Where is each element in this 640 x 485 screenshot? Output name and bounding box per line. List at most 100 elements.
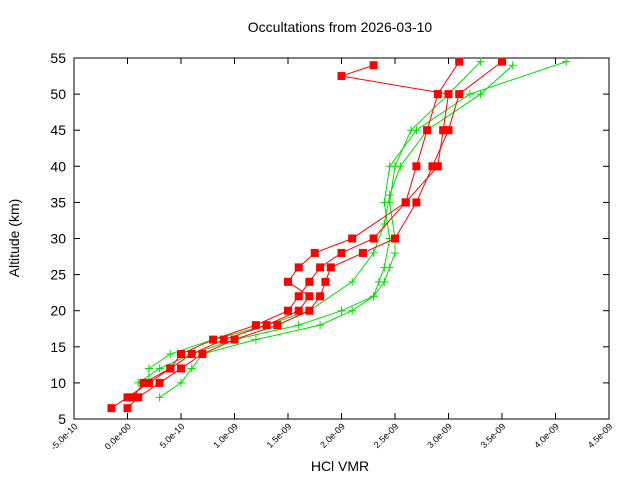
square-marker — [209, 335, 218, 344]
plus-marker — [166, 350, 175, 359]
plus-marker — [144, 364, 153, 373]
plus-marker — [316, 321, 325, 330]
square-marker — [444, 90, 453, 99]
x-tick-label: 4.5e-09 — [586, 421, 615, 450]
square-marker — [316, 292, 325, 301]
plus-marker — [337, 306, 346, 315]
profile-line — [111, 61, 460, 409]
plus-marker — [562, 57, 571, 66]
square-marker — [433, 90, 442, 99]
plus-marker — [348, 277, 357, 286]
x-tick-label: 5.0e-10 — [158, 421, 187, 450]
square-marker — [358, 248, 367, 257]
y-tick-label: 55 — [50, 50, 66, 66]
square-marker — [423, 126, 432, 135]
y-tick-label: 20 — [50, 303, 66, 319]
y-tick-label: 45 — [50, 122, 66, 138]
x-tick-label: 4.0e-09 — [532, 421, 561, 450]
square-marker — [123, 404, 132, 413]
square-marker — [294, 292, 303, 301]
square-marker — [134, 393, 143, 402]
plus-marker — [374, 277, 383, 286]
plus-marker — [177, 378, 185, 387]
square-marker — [401, 198, 410, 207]
square-marker — [198, 350, 207, 359]
square-marker — [284, 306, 292, 315]
profile-line — [148, 64, 514, 383]
plus-marker — [251, 335, 260, 344]
square-marker — [294, 306, 303, 315]
square-marker — [219, 335, 228, 344]
plus-marker — [508, 61, 517, 70]
plus-marker — [380, 198, 389, 207]
square-marker — [391, 234, 399, 243]
square-marker — [412, 162, 421, 171]
x-tick-label: 3.0e-09 — [425, 421, 454, 450]
plus-marker — [476, 57, 485, 66]
y-tick-label: 35 — [50, 194, 66, 210]
square-marker — [326, 263, 335, 272]
square-marker — [321, 277, 330, 286]
square-marker — [177, 350, 185, 359]
square-marker — [262, 321, 271, 330]
x-tick-label: 1.5e-09 — [265, 421, 294, 450]
square-marker — [369, 234, 378, 243]
square-marker — [144, 378, 153, 387]
y-tick-label: 25 — [50, 267, 66, 283]
y-tick-label: 40 — [50, 158, 66, 174]
y-tick-label: 5 — [58, 411, 66, 427]
y-axis-label: Altitude (km) — [6, 199, 22, 278]
square-marker — [177, 364, 185, 373]
plus-marker — [391, 248, 399, 257]
x-axis-label: HCl VMR — [311, 458, 369, 474]
square-marker — [337, 248, 346, 257]
plus-marker — [476, 90, 485, 99]
square-marker — [444, 126, 453, 135]
plus-marker — [465, 90, 474, 99]
plus-marker — [294, 321, 303, 330]
square-marker — [294, 263, 303, 272]
square-marker — [305, 277, 314, 286]
square-marker — [305, 292, 314, 301]
square-marker — [337, 72, 346, 81]
chart-title: Occultations from 2026-03-10 — [248, 19, 433, 35]
square-marker — [187, 350, 196, 359]
square-marker — [310, 248, 319, 257]
square-marker — [455, 57, 464, 66]
plus-marker — [412, 126, 421, 135]
profile-line — [159, 61, 567, 398]
plus-marker — [369, 292, 378, 301]
y-tick-label: 10 — [50, 375, 66, 391]
square-marker — [348, 234, 357, 243]
plus-marker — [155, 393, 164, 402]
y-tick-label: 30 — [50, 231, 66, 247]
x-tick-label: 0.0e+00 — [103, 421, 133, 451]
square-marker — [123, 393, 132, 402]
square-marker — [139, 378, 148, 387]
square-marker — [316, 263, 325, 272]
x-tick-label: 2.5e-09 — [372, 421, 401, 450]
square-marker — [230, 335, 239, 344]
square-marker — [166, 364, 175, 373]
square-marker — [107, 404, 116, 413]
plus-marker — [187, 364, 196, 373]
square-marker — [155, 378, 164, 387]
plus-marker — [155, 364, 164, 373]
x-tick-label: 1.0e-09 — [211, 421, 240, 450]
square-marker — [251, 321, 260, 330]
plus-marker — [385, 162, 394, 171]
square-marker — [369, 61, 378, 70]
y-tick-label: 50 — [50, 86, 66, 102]
x-tick-label: 2.0e-09 — [318, 421, 347, 450]
square-marker — [273, 321, 282, 330]
square-marker — [284, 277, 292, 286]
profile-line — [137, 61, 481, 384]
x-tick-label: 3.5e-09 — [479, 421, 508, 450]
square-marker — [439, 126, 448, 135]
plus-marker — [396, 162, 405, 171]
plus-marker — [380, 263, 389, 272]
square-marker — [412, 198, 421, 207]
square-marker — [498, 57, 506, 66]
square-marker — [455, 90, 464, 99]
